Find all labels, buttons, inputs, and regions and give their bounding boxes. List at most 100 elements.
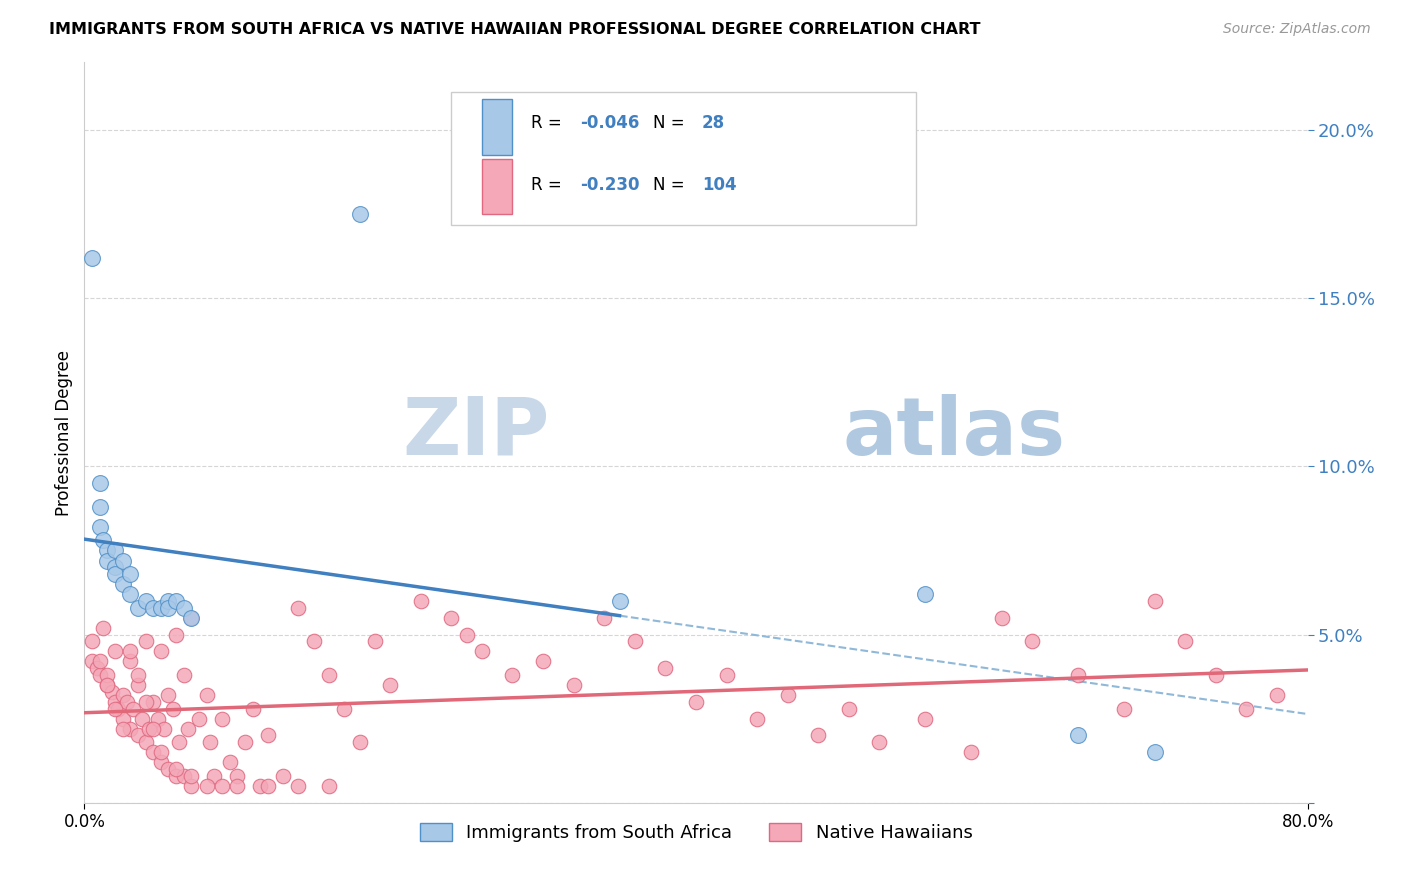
Point (142, 722, 165, 736)
Point (180, 779, 202, 793)
Text: atlas: atlas (842, 393, 1066, 472)
Point (409, 594, 432, 608)
Point (562, 678, 585, 692)
Point (914, 712, 936, 726)
Point (127, 668, 149, 682)
Point (127, 729, 149, 743)
Point (211, 779, 233, 793)
Point (89, 655, 111, 669)
Point (86, 661, 108, 675)
Point (624, 634, 647, 648)
Point (89, 520, 111, 534)
Point (1205, 668, 1227, 682)
Point (104, 701, 127, 715)
Point (115, 695, 138, 709)
Point (142, 695, 165, 709)
Point (807, 729, 830, 743)
Point (111, 712, 134, 726)
Point (609, 594, 631, 608)
Point (104, 560, 127, 574)
Point (302, 634, 325, 648)
Point (122, 701, 145, 715)
Point (120, 587, 142, 601)
Point (1114, 701, 1136, 715)
Point (242, 701, 264, 715)
Point (838, 701, 860, 715)
Point (111, 553, 134, 567)
Point (89, 668, 111, 682)
Point (135, 695, 157, 709)
Point (287, 779, 309, 793)
Point (104, 695, 127, 709)
Point (226, 769, 249, 783)
Point (96, 543, 118, 558)
Point (157, 688, 180, 702)
Point (198, 735, 221, 749)
Point (91, 533, 114, 548)
Point (287, 600, 309, 615)
Point (180, 610, 202, 624)
Point (1067, 668, 1090, 682)
Point (96, 678, 118, 692)
Point (165, 627, 187, 641)
Point (101, 685, 124, 699)
Point (153, 722, 176, 736)
Point (249, 779, 271, 793)
Point (127, 678, 149, 692)
Point (165, 594, 187, 608)
Point (131, 712, 153, 726)
Point (149, 745, 172, 759)
Point (456, 627, 478, 641)
Point (195, 779, 218, 793)
Text: Source: ZipAtlas.com: Source: ZipAtlas.com (1223, 22, 1371, 37)
Text: 28: 28 (702, 114, 725, 132)
Point (1265, 688, 1288, 702)
Point (271, 769, 294, 783)
Point (173, 600, 195, 615)
Point (318, 668, 340, 682)
Point (188, 712, 211, 726)
Point (135, 634, 157, 648)
Point (180, 769, 202, 783)
Point (157, 600, 180, 615)
Point (80, 251, 103, 265)
Point (333, 701, 356, 715)
Point (257, 729, 280, 743)
Point (104, 543, 127, 558)
Point (531, 655, 554, 669)
Point (146, 712, 169, 726)
Point (107, 701, 129, 715)
Point (440, 610, 463, 624)
Point (257, 779, 280, 793)
Point (135, 735, 157, 749)
Point (149, 600, 172, 615)
Point (80, 655, 103, 669)
Point (869, 735, 891, 749)
Point (120, 644, 142, 658)
Point (202, 769, 225, 783)
Point (167, 735, 190, 749)
Point (1143, 594, 1166, 608)
Text: N =: N = (654, 114, 690, 132)
Point (180, 610, 202, 624)
Point (349, 207, 371, 221)
Point (157, 762, 180, 776)
Point (120, 566, 142, 581)
Point (80, 634, 103, 648)
Point (471, 644, 494, 658)
Point (173, 769, 195, 783)
Point (654, 661, 676, 675)
Text: R =: R = (531, 114, 567, 132)
Point (142, 600, 165, 615)
Point (162, 701, 184, 715)
Text: N =: N = (654, 176, 690, 194)
Point (364, 634, 387, 648)
Point (211, 712, 233, 726)
Point (233, 735, 256, 749)
Point (96, 668, 118, 682)
Point (120, 722, 142, 736)
Point (89, 500, 111, 514)
Point (111, 688, 134, 702)
Point (195, 688, 218, 702)
Point (177, 722, 200, 736)
